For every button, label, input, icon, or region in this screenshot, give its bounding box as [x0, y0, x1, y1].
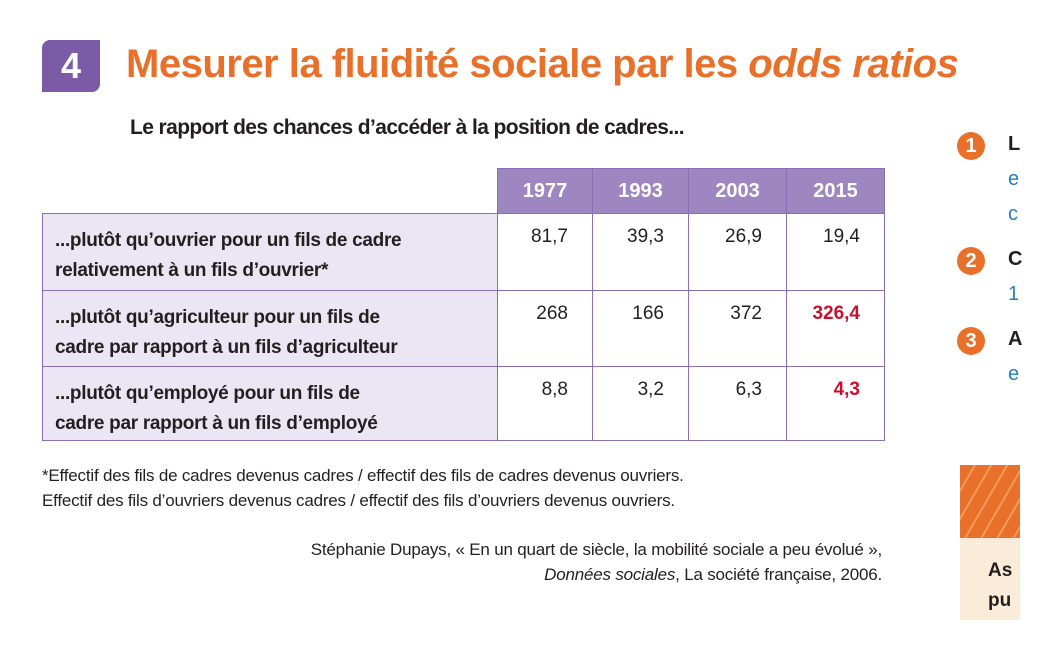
title-italic: odds ratios — [748, 42, 959, 86]
row-label: ...plutôt qu’agriculteur pour un fils de… — [42, 290, 498, 367]
box-text: pu — [988, 590, 1012, 611]
column-header: 2015 — [786, 168, 885, 214]
column-header: 1993 — [592, 168, 689, 214]
item-text: e — [1008, 363, 1020, 385]
item-number: 2 — [957, 247, 985, 275]
table-cell: 326,4 — [786, 290, 885, 367]
item-text: c — [1008, 203, 1018, 225]
source: Stéphanie Dupays, « En un quart de siècl… — [310, 540, 882, 559]
label-line: ...plutôt qu’agriculteur pour un fils de — [55, 307, 380, 328]
badge: 4 — [42, 40, 100, 92]
row-label: ...plutôt qu’ouvrier pour un fils de cad… — [42, 213, 498, 291]
box-header — [960, 465, 1020, 538]
table-cell: 81,7 — [497, 213, 593, 291]
footnote: *Effectif des fils de cadres devenus cad… — [42, 466, 684, 485]
label-line: ...plutôt qu’ouvrier pour un fils de cad… — [55, 230, 402, 251]
table-cell: 4,3 — [786, 366, 885, 441]
table-cell: 6,3 — [688, 366, 787, 441]
label-line: ...plutôt qu’employé pour un fils de — [55, 383, 360, 404]
column-header: 1977 — [497, 168, 593, 214]
box-body — [960, 538, 1020, 620]
label-line: cadre par rapport à un fils d’employé — [55, 413, 378, 434]
item-text: L — [1008, 133, 1021, 155]
item-text: C — [1008, 248, 1023, 270]
box-text: As — [988, 560, 1013, 581]
item-text: A — [1008, 328, 1023, 350]
table-cell: 372 — [688, 290, 787, 367]
item-text: e — [1008, 168, 1020, 190]
item-number: 3 — [957, 327, 985, 355]
source: Données sociales, La société française, … — [544, 565, 882, 585]
item-text: 1 — [1008, 283, 1020, 305]
title-text: Mesurer la fluidité sociale par les — [126, 42, 738, 86]
table-cell: 8,8 — [497, 366, 593, 441]
source-italic: Données sociales — [544, 565, 676, 584]
label-line: cadre par rapport à un fils d’agriculteu… — [55, 337, 398, 358]
label-line: relativement à un fils d’ouvrier* — [55, 260, 329, 281]
row-label: ...plutôt qu’employé pour un fils de cadr… — [42, 366, 498, 441]
footnote: Effectif des fils d’ouvriers devenus cad… — [42, 491, 675, 510]
table-cell: 268 — [497, 290, 593, 367]
item-number: 1 — [957, 132, 985, 160]
table-cell: 19,4 — [786, 213, 885, 291]
table-cell: 26,9 — [688, 213, 787, 291]
subtitle: Le rapport des chances d’accéder à la po… — [130, 116, 685, 139]
table-cell: 39,3 — [592, 213, 689, 291]
source-text: , La société française, 2006. — [675, 565, 882, 584]
title: Mesurer la fluidité sociale par les odds… — [126, 42, 959, 87]
table-cell: 3,2 — [592, 366, 689, 441]
column-header: 2003 — [688, 168, 787, 214]
table-cell: 166 — [592, 290, 689, 367]
